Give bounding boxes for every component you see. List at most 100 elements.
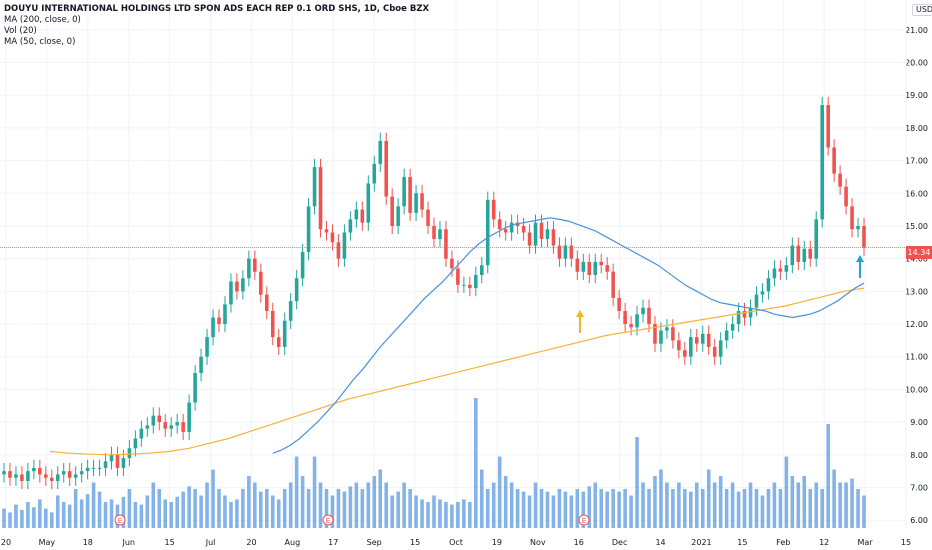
volume-bar	[288, 482, 293, 528]
earnings-marker-label: E	[118, 517, 122, 525]
candle-body	[802, 248, 807, 262]
volume-bar	[282, 489, 287, 528]
candle-body	[635, 314, 639, 328]
candle-body	[235, 281, 239, 292]
earnings-marker	[578, 514, 590, 526]
volume-bar	[318, 482, 323, 528]
volume-bar	[784, 456, 789, 528]
y-tick-label: 20.00	[905, 59, 928, 68]
candle-body	[61, 471, 66, 475]
x-tick-label: 19	[492, 538, 502, 547]
candle-body	[509, 222, 514, 233]
volume-bar	[139, 504, 144, 528]
volume-bar	[193, 489, 197, 528]
volume-bar	[653, 476, 657, 528]
volume-bar	[270, 495, 275, 528]
volume-bar	[539, 489, 544, 528]
legend-title: DOUYU INTERNATIONAL HOLDINGS LTD SPON AD…	[4, 4, 430, 14]
candle-body	[474, 275, 478, 289]
x-tick-label: Oct	[449, 538, 463, 547]
volume-bar	[205, 482, 209, 528]
volume-bar	[778, 489, 783, 528]
candle-body	[187, 402, 191, 432]
current-price-badge: 14.34	[906, 246, 932, 259]
candle-body	[324, 229, 329, 233]
candle-body	[718, 340, 723, 357]
volume-bar	[838, 482, 842, 528]
candle-body	[485, 199, 490, 266]
volume-bar	[354, 482, 359, 528]
candle-body	[330, 232, 335, 243]
volume-bar	[826, 424, 830, 528]
volume-bar	[844, 482, 848, 528]
candle-body	[414, 193, 418, 213]
x-tick-label: 16	[574, 538, 584, 547]
currency-label[interactable]: USD	[912, 4, 932, 16]
candle-body	[32, 467, 36, 472]
volume-bar	[49, 512, 54, 528]
y-tick-label: 6.00	[910, 516, 928, 525]
candle-body	[748, 307, 753, 318]
volume-bar	[44, 508, 48, 528]
volume-bar	[796, 482, 801, 528]
x-tick-label: Dec	[612, 538, 627, 547]
volume-bar	[677, 482, 681, 528]
candle-body	[378, 140, 383, 164]
y-tick-label: 12.00	[905, 320, 928, 329]
volume-bar	[306, 489, 311, 528]
candle-body	[790, 245, 795, 266]
volume-bar	[235, 499, 239, 528]
volume-bar	[157, 489, 162, 528]
volume-bar	[223, 495, 227, 528]
candle-body	[420, 193, 424, 210]
x-tick-label: 18	[83, 538, 93, 547]
volume-bar	[378, 469, 383, 528]
volume-bar	[85, 494, 90, 528]
volume-bar	[712, 482, 717, 528]
candle-body	[133, 438, 138, 449]
volume-bar	[856, 489, 860, 528]
volume-bar	[121, 496, 126, 528]
candle-body	[826, 105, 830, 148]
candle-body	[432, 225, 436, 240]
volume-bar	[766, 489, 771, 528]
x-tick-label: Feb	[776, 538, 790, 547]
volume-bar	[665, 482, 669, 528]
volume-bar	[26, 502, 30, 528]
volume-bar	[187, 486, 191, 528]
legend-vol[interactable]: Vol (20)	[4, 26, 37, 36]
y-tick-label: 15.00	[905, 222, 928, 231]
candle-body	[241, 278, 245, 292]
volume-bar	[264, 489, 269, 528]
candle-body	[599, 261, 604, 266]
ma50-line	[272, 217, 865, 454]
volume-bar	[593, 482, 598, 528]
x-tick-label: Jun	[121, 538, 135, 547]
candle-body	[157, 415, 162, 423]
volume-bar	[754, 489, 759, 528]
volume-bar	[145, 495, 150, 528]
candle-body	[270, 310, 275, 338]
legend-ma50[interactable]: MA (50, close, 0)	[4, 37, 76, 47]
candle-body	[14, 474, 18, 478]
candle-body	[730, 324, 735, 331]
x-tick-label: Jul	[205, 538, 216, 547]
volume-bar	[384, 482, 389, 528]
volume-bar	[420, 499, 424, 528]
volume-bar	[521, 491, 526, 528]
candle-body	[372, 163, 377, 184]
candle-body	[175, 422, 179, 426]
candle-body	[629, 324, 633, 328]
x-tick-label: 20	[1, 538, 11, 547]
candle-body	[497, 219, 502, 230]
legend-ma200[interactable]: MA (200, close, 0)	[4, 15, 81, 25]
volume-bar	[724, 489, 729, 528]
x-tick-label: 14	[655, 538, 665, 547]
y-tick-label: 19.00	[905, 91, 928, 100]
candle-body	[587, 261, 592, 275]
x-tick-label: 15	[737, 538, 747, 547]
candle-body	[38, 467, 42, 475]
x-tick-label: 15	[165, 538, 175, 547]
candle-body	[563, 245, 568, 259]
